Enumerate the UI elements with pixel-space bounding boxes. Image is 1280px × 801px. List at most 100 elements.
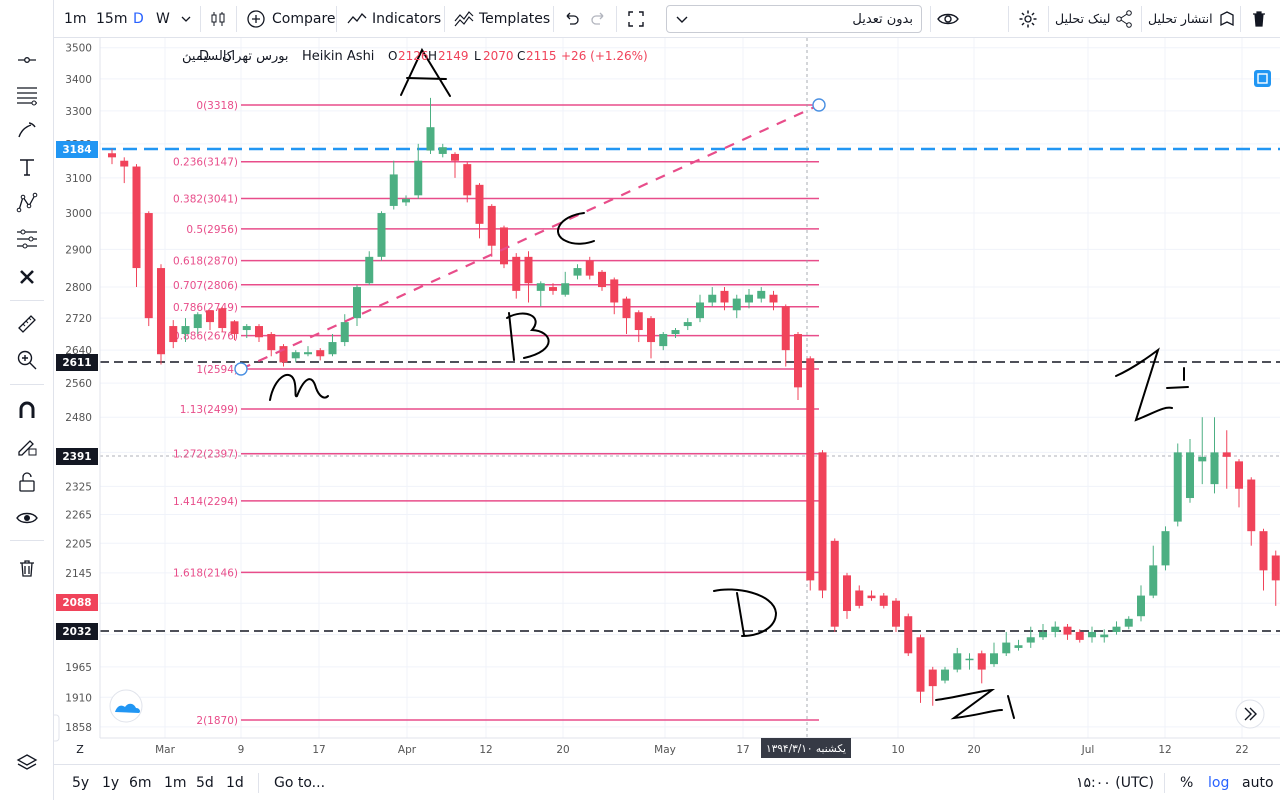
- legend-o-label: O: [388, 49, 397, 63]
- ruler-icon[interactable]: [8, 309, 46, 339]
- candle: [769, 290, 778, 311]
- goto-date-button[interactable]: Go to...: [274, 775, 326, 791]
- candle-body: [573, 268, 582, 276]
- candle-body: [659, 334, 668, 347]
- candle: [316, 348, 325, 361]
- adjustment-select[interactable]: بدون تعدیل: [666, 5, 922, 33]
- time-axis[interactable]: Mar 9 17 Apr 12 20 May 17 10 20 Jul 12 22: [155, 744, 1249, 756]
- interval-1m[interactable]: 1m: [64, 10, 87, 27]
- trend-line-icon[interactable]: [8, 45, 46, 75]
- unlock-icon[interactable]: [8, 467, 46, 497]
- price-tick-label: 3300: [65, 106, 92, 118]
- fib-level-label: 1(2594): [196, 364, 238, 376]
- eye-icon[interactable]: [936, 0, 960, 37]
- chevron-down-icon[interactable]: [180, 0, 192, 37]
- fib-handle-top[interactable]: [812, 98, 826, 112]
- candle-body: [928, 669, 937, 687]
- interval-w[interactable]: W: [156, 10, 170, 27]
- share-icon: [1116, 9, 1133, 28]
- series-legend[interactable]: کالسیمین · D بورس تهران Heikin Ashi O 21…: [182, 49, 648, 64]
- range-1d[interactable]: 1d: [226, 775, 244, 791]
- fib-level-label: 1.618(2146): [173, 567, 238, 579]
- log-scale-toggle[interactable]: log: [1208, 775, 1230, 791]
- interval-15m[interactable]: 15m: [96, 10, 128, 27]
- trash-icon[interactable]: [8, 553, 46, 583]
- candle-body: [598, 271, 606, 288]
- percent-scale-toggle[interactable]: %: [1180, 775, 1194, 791]
- candle-body: [1075, 631, 1084, 640]
- candle: [365, 251, 374, 286]
- candle-body: [120, 160, 129, 167]
- candles-icon[interactable]: [208, 0, 228, 37]
- text-icon[interactable]: [8, 152, 46, 182]
- price-tick-label: 2265: [65, 509, 92, 521]
- candle: [1039, 624, 1047, 640]
- trash-icon[interactable]: [1250, 0, 1268, 37]
- candlestick-series: [108, 97, 1280, 706]
- zoom-in-icon[interactable]: [8, 345, 46, 375]
- indicators-button[interactable]: Indicators: [346, 0, 441, 37]
- legend-l-label: L: [474, 49, 481, 63]
- top-toolbar: 1m 15m D W Compare Indicators Templates …: [0, 0, 1280, 38]
- link-analysis-button[interactable]: لینک تحلیل: [1055, 0, 1134, 37]
- fib-handle-bottom[interactable]: [234, 362, 248, 376]
- compare-button[interactable]: Compare: [246, 0, 336, 37]
- timezone-z-label[interactable]: Z: [76, 743, 84, 756]
- candle: [108, 148, 116, 165]
- time-tick-label: 17: [312, 744, 325, 756]
- collapse-toolbar-handle[interactable]: [54, 714, 60, 742]
- auto-scale-toggle[interactable]: auto: [1242, 775, 1274, 791]
- candle-body: [389, 174, 398, 206]
- price-tick-label: 2720: [65, 313, 92, 325]
- range-6m[interactable]: 6m: [129, 775, 152, 791]
- time-tick-label: 22: [1235, 744, 1248, 756]
- settings-overlay-button[interactable]: [1254, 70, 1271, 87]
- fib-level-label: 0.707(2806): [173, 280, 238, 292]
- price-marker-label: 2391: [62, 451, 91, 463]
- candle-body: [1014, 645, 1023, 648]
- layers-icon[interactable]: [8, 748, 46, 778]
- redo-icon[interactable]: [590, 0, 608, 37]
- candle: [1271, 550, 1280, 606]
- pattern-icon[interactable]: [8, 188, 46, 218]
- candle: [255, 324, 263, 343]
- measure-tools-icon[interactable]: [8, 224, 46, 254]
- candle: [377, 211, 386, 261]
- publish-analysis-button[interactable]: انتشار تحلیل: [1148, 0, 1237, 37]
- templates-button[interactable]: Templates: [453, 0, 550, 37]
- eye-icon[interactable]: [8, 503, 46, 533]
- horizontal-lines-icon[interactable]: [8, 80, 46, 110]
- fullscreen-icon[interactable]: [626, 0, 646, 37]
- lock-pencil-icon[interactable]: [8, 431, 46, 461]
- legend-interval: D: [199, 49, 209, 64]
- timezone-label[interactable]: ۱۵:۰۰ (UTC): [1076, 775, 1154, 791]
- candle-body: [683, 322, 692, 327]
- fibonacci-retracement[interactable]: 0(3318) 0.236(3147) 0.382(3041) 0.5(2956) 0.…: [173, 100, 819, 727]
- candle-body: [1235, 461, 1243, 489]
- chart-pane[interactable]: 0(3318) 0.236(3147) 0.382(3041) 0.5(2956) 0.…: [54, 38, 1280, 764]
- candle-body: [1051, 626, 1060, 632]
- fib-trend-line[interactable]: [240, 103, 820, 371]
- interval-d[interactable]: D: [133, 10, 144, 27]
- candle-body: [1124, 618, 1133, 627]
- candle-body: [720, 290, 729, 303]
- brush-icon[interactable]: [8, 115, 46, 145]
- undo-icon[interactable]: [562, 0, 580, 37]
- candle: [1210, 417, 1219, 494]
- candle-body: [291, 352, 300, 359]
- scroll-to-realtime-button[interactable]: [1235, 699, 1265, 729]
- range-5y[interactable]: 5y: [72, 775, 90, 791]
- candle: [181, 318, 190, 343]
- range-1y[interactable]: 1y: [102, 775, 120, 791]
- settings-gear-icon[interactable]: [1018, 0, 1038, 37]
- candle: [916, 634, 925, 703]
- candle-body: [965, 658, 974, 661]
- candle: [1051, 621, 1060, 638]
- remove-drawings-icon[interactable]: [8, 262, 46, 292]
- range-1m[interactable]: 1m: [164, 775, 187, 791]
- candle-body: [340, 322, 349, 343]
- range-5d[interactable]: 5d: [196, 775, 214, 791]
- magnet-icon[interactable]: [8, 395, 46, 425]
- candle: [1173, 443, 1182, 527]
- candle-body: [181, 326, 190, 335]
